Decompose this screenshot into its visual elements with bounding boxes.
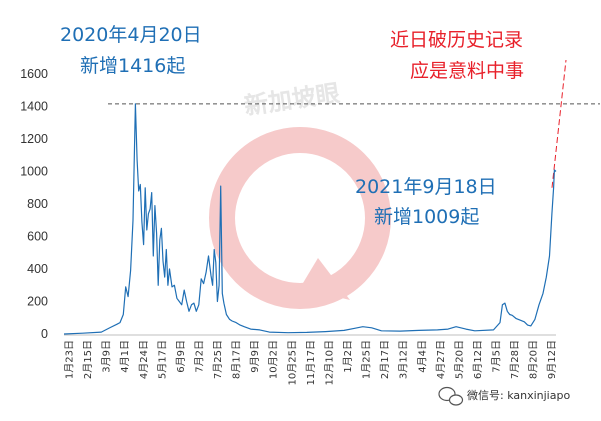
x-tick-label: 4月24日: [138, 340, 150, 379]
y-tick-label: 0: [41, 327, 48, 341]
series-line-daily-cases: [63, 103, 557, 335]
x-tick-label: 1月2日: [342, 340, 354, 373]
x-tick-label: 4月1日: [119, 340, 131, 373]
y-tick-label: 1400: [20, 100, 48, 114]
y-tick-label: 1600: [20, 67, 48, 81]
y-tick-label: 1000: [20, 165, 48, 179]
x-tick-label: 7月5日: [491, 340, 503, 373]
x-tick-label: 10月2日: [268, 340, 280, 379]
y-tick-label: 800: [27, 197, 48, 211]
wechat-credit-text: 微信号: kanxinjiapo: [467, 388, 570, 402]
x-tick-label: 8月20日: [528, 340, 540, 379]
x-tick-label: 7月25日: [212, 340, 224, 379]
x-tick-label: 11月17日: [305, 340, 317, 385]
annotation-record-line2: 应是意料中事: [410, 60, 524, 82]
x-tick-label: 1月25日: [361, 340, 373, 379]
annotation-2020-peak-line2: 新增1416起: [80, 55, 185, 77]
watermark-ring: [209, 127, 391, 309]
y-tick-label: 200: [27, 295, 48, 309]
x-tick-label: 7月2日: [193, 340, 205, 373]
x-tick-label: 2月17日: [379, 340, 391, 379]
annotation-record-line1: 近日破历史记录: [390, 29, 523, 51]
x-tick-label: 1月23日: [64, 340, 76, 379]
x-tick-label: 3月9日: [101, 340, 113, 373]
annotation-2021-line2: 新增1009起: [374, 206, 479, 228]
x-tick-label: 7月28日: [509, 340, 521, 379]
x-tick-label: 6月12日: [472, 340, 484, 379]
x-tick-label: 2月15日: [82, 340, 94, 379]
x-axis: 1月23日 2月15日 3月9日 4月1日 4月24日 5月17日 6月9日 7月2日 7月25…: [64, 334, 558, 385]
annotation-2021-line1: 2021年9月18日: [355, 176, 497, 198]
x-tick-label: 9月9日: [249, 340, 261, 373]
x-tick-label: 6月9日: [175, 340, 187, 373]
x-tick-label: 4月4日: [416, 340, 428, 373]
watermark-pin-tail: [300, 258, 350, 300]
red-guide-line: [551, 59, 567, 188]
x-tick-label: 10月25日: [286, 340, 298, 385]
x-tick-label: 5月20日: [453, 340, 465, 379]
y-tick-label: 400: [27, 262, 48, 276]
x-tick-label: 5月17日: [156, 340, 168, 379]
x-tick-label: 8月17日: [231, 340, 243, 379]
x-tick-label: 12月10日: [323, 340, 335, 385]
annotation-2020-peak-line1: 2020年4月20日: [60, 24, 202, 46]
x-tick-label: 4月27日: [435, 340, 447, 379]
x-tick-label: 9月12日: [546, 340, 558, 379]
x-tick-label: 3月12日: [398, 340, 410, 379]
y-axis: 0 200 400 600 800 1000 1200 1400 1600: [20, 67, 48, 341]
watermark-text: 新加坡眼: [242, 79, 341, 120]
y-tick-label: 600: [27, 230, 48, 244]
wechat-credit: 微信号: kanxinjiapo: [438, 386, 570, 406]
wechat-icon: [438, 386, 464, 406]
y-tick-label: 1200: [20, 132, 48, 146]
